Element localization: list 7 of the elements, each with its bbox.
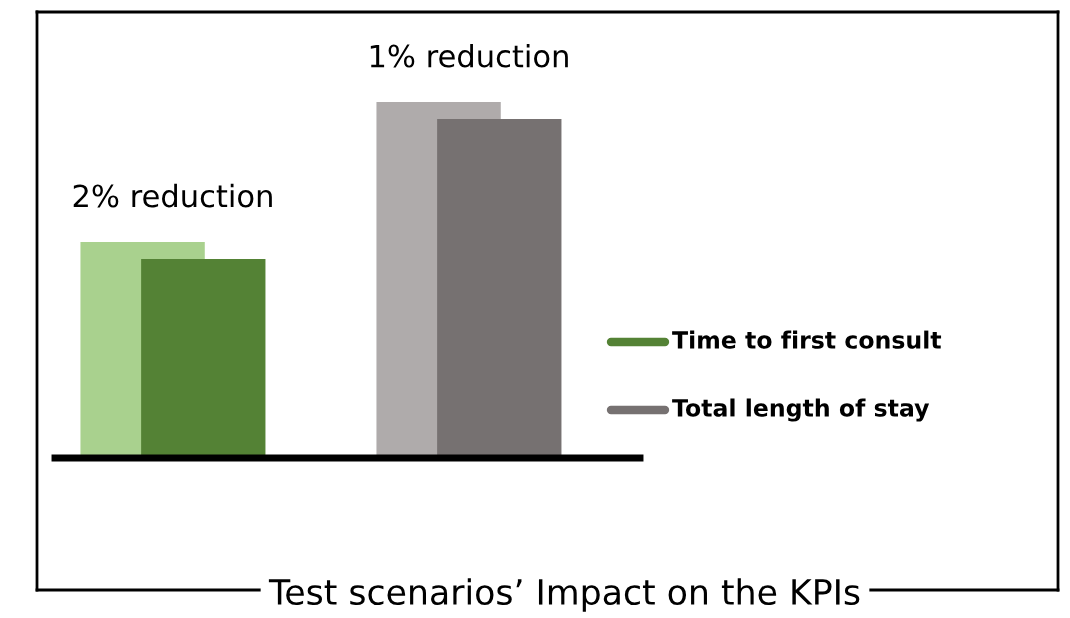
annotation: 2% reduction [73,183,272,208]
text: Total length of stay [672,398,930,422]
text: Test scenarios’ Impact on the KPIs [268,578,860,612]
bar [437,119,562,458]
bar [141,259,266,458]
text: 1% reduction [370,43,568,68]
text: Time to first consult [672,330,942,349]
